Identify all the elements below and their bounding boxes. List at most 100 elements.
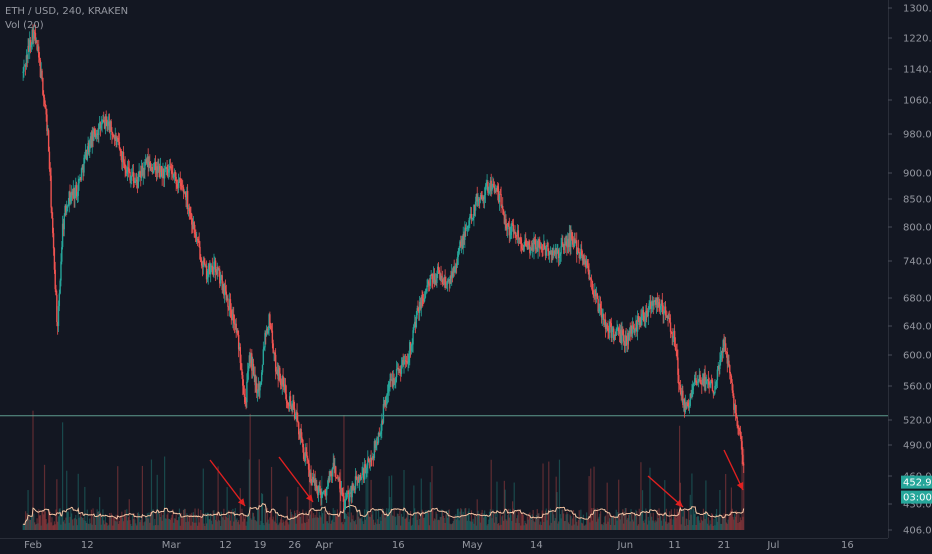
- volume-bar: [712, 525, 714, 530]
- volume-bar: [226, 487, 228, 530]
- volume-bar: [341, 521, 343, 530]
- candle-body: [65, 205, 67, 213]
- volume-bar: [694, 510, 696, 530]
- candle-body: [478, 198, 480, 200]
- candle-body: [438, 270, 441, 274]
- volume-indicator-label[interactable]: Vol (20): [5, 20, 44, 31]
- candle-body: [732, 390, 734, 397]
- volume-bar: [122, 517, 124, 530]
- candle-body: [628, 330, 631, 341]
- volume-bar: [646, 511, 648, 530]
- volume-bar: [276, 512, 278, 530]
- candle-body: [433, 273, 436, 285]
- volume-bar: [302, 509, 304, 530]
- candle-body: [413, 324, 415, 331]
- candle-body: [302, 439, 304, 448]
- volume-bar: [609, 518, 611, 530]
- candle-body: [205, 265, 207, 267]
- time-axis-label: 26: [288, 540, 301, 550]
- volume-bar: [555, 476, 557, 530]
- candle-body: [476, 194, 478, 202]
- candle-body: [85, 149, 88, 160]
- volume-bar: [122, 521, 125, 530]
- candle-body: [159, 166, 162, 177]
- volume-bar: [477, 510, 479, 530]
- candle-body: [168, 169, 170, 173]
- volume-bar: [626, 519, 628, 530]
- volume-bar: [336, 509, 338, 530]
- candle-body: [456, 257, 459, 266]
- volume-bar: [279, 522, 281, 530]
- candle-body: [511, 223, 513, 232]
- volume-bar: [550, 522, 552, 530]
- candle-body: [597, 298, 599, 312]
- candle-body: [355, 476, 357, 479]
- candle-body: [184, 191, 186, 194]
- candle-body: [59, 280, 61, 294]
- volume-bar: [268, 523, 270, 530]
- candle-body: [175, 176, 177, 184]
- volume-bar: [205, 523, 208, 530]
- volume-bar: [400, 513, 403, 530]
- candle-body: [589, 278, 591, 280]
- candle-body: [543, 242, 545, 250]
- volume-bar: [648, 520, 650, 530]
- candle-body: [52, 218, 54, 234]
- volume-bar: [392, 515, 394, 530]
- candle-body: [555, 248, 557, 255]
- volume-bar: [691, 473, 693, 530]
- candle-body: [359, 475, 362, 480]
- candle-body: [625, 335, 627, 338]
- candle-body: [488, 191, 491, 193]
- time-axis-label: 11: [668, 540, 681, 550]
- volume-bar: [632, 521, 635, 530]
- candle-body: [318, 485, 320, 487]
- volume-bar: [524, 520, 526, 530]
- candle-body: [158, 166, 161, 177]
- volume-bar: [724, 518, 726, 530]
- candle-body: [61, 223, 64, 248]
- candle-body: [697, 378, 700, 383]
- candle-body: [662, 305, 664, 315]
- candle-body: [298, 422, 300, 435]
- volume-bar: [318, 511, 320, 530]
- volume-bar: [199, 517, 201, 530]
- candle-body: [365, 468, 367, 474]
- volume-bar: [530, 516, 532, 530]
- volume-bar: [419, 518, 421, 530]
- volume-bar: [530, 519, 533, 530]
- volume-bar: [250, 518, 252, 530]
- volume-bar: [618, 479, 620, 530]
- candle-body: [509, 234, 511, 236]
- volume-bar: [232, 508, 234, 530]
- candle-body: [406, 361, 408, 364]
- volume-bar: [532, 509, 534, 530]
- volume-bar: [293, 515, 295, 530]
- candle-body: [692, 385, 694, 390]
- candle-body: [276, 369, 279, 374]
- volume-bar: [525, 524, 528, 530]
- volume-bar: [458, 520, 460, 530]
- candle-body: [69, 191, 71, 202]
- candle-body: [186, 190, 189, 209]
- candle-body: [30, 44, 33, 48]
- volume-bar: [451, 524, 453, 530]
- candle-body: [242, 375, 244, 386]
- candle-body: [412, 330, 414, 345]
- symbol-label[interactable]: ETH / USD, 240, KRAKEN: [5, 6, 129, 17]
- candle-body: [199, 246, 201, 260]
- volume-bar: [535, 518, 537, 530]
- candle-body: [575, 240, 577, 244]
- candle-body: [162, 168, 164, 178]
- candle-body: [317, 486, 320, 496]
- volume-bar: [633, 513, 635, 530]
- candle-body: [304, 452, 306, 461]
- price-axis-label: 490.00: [903, 441, 932, 452]
- candle-body: [573, 238, 575, 247]
- candle-body: [332, 462, 334, 468]
- volume-bar: [516, 515, 519, 530]
- candle-body: [94, 128, 96, 134]
- volume-bar: [292, 517, 294, 530]
